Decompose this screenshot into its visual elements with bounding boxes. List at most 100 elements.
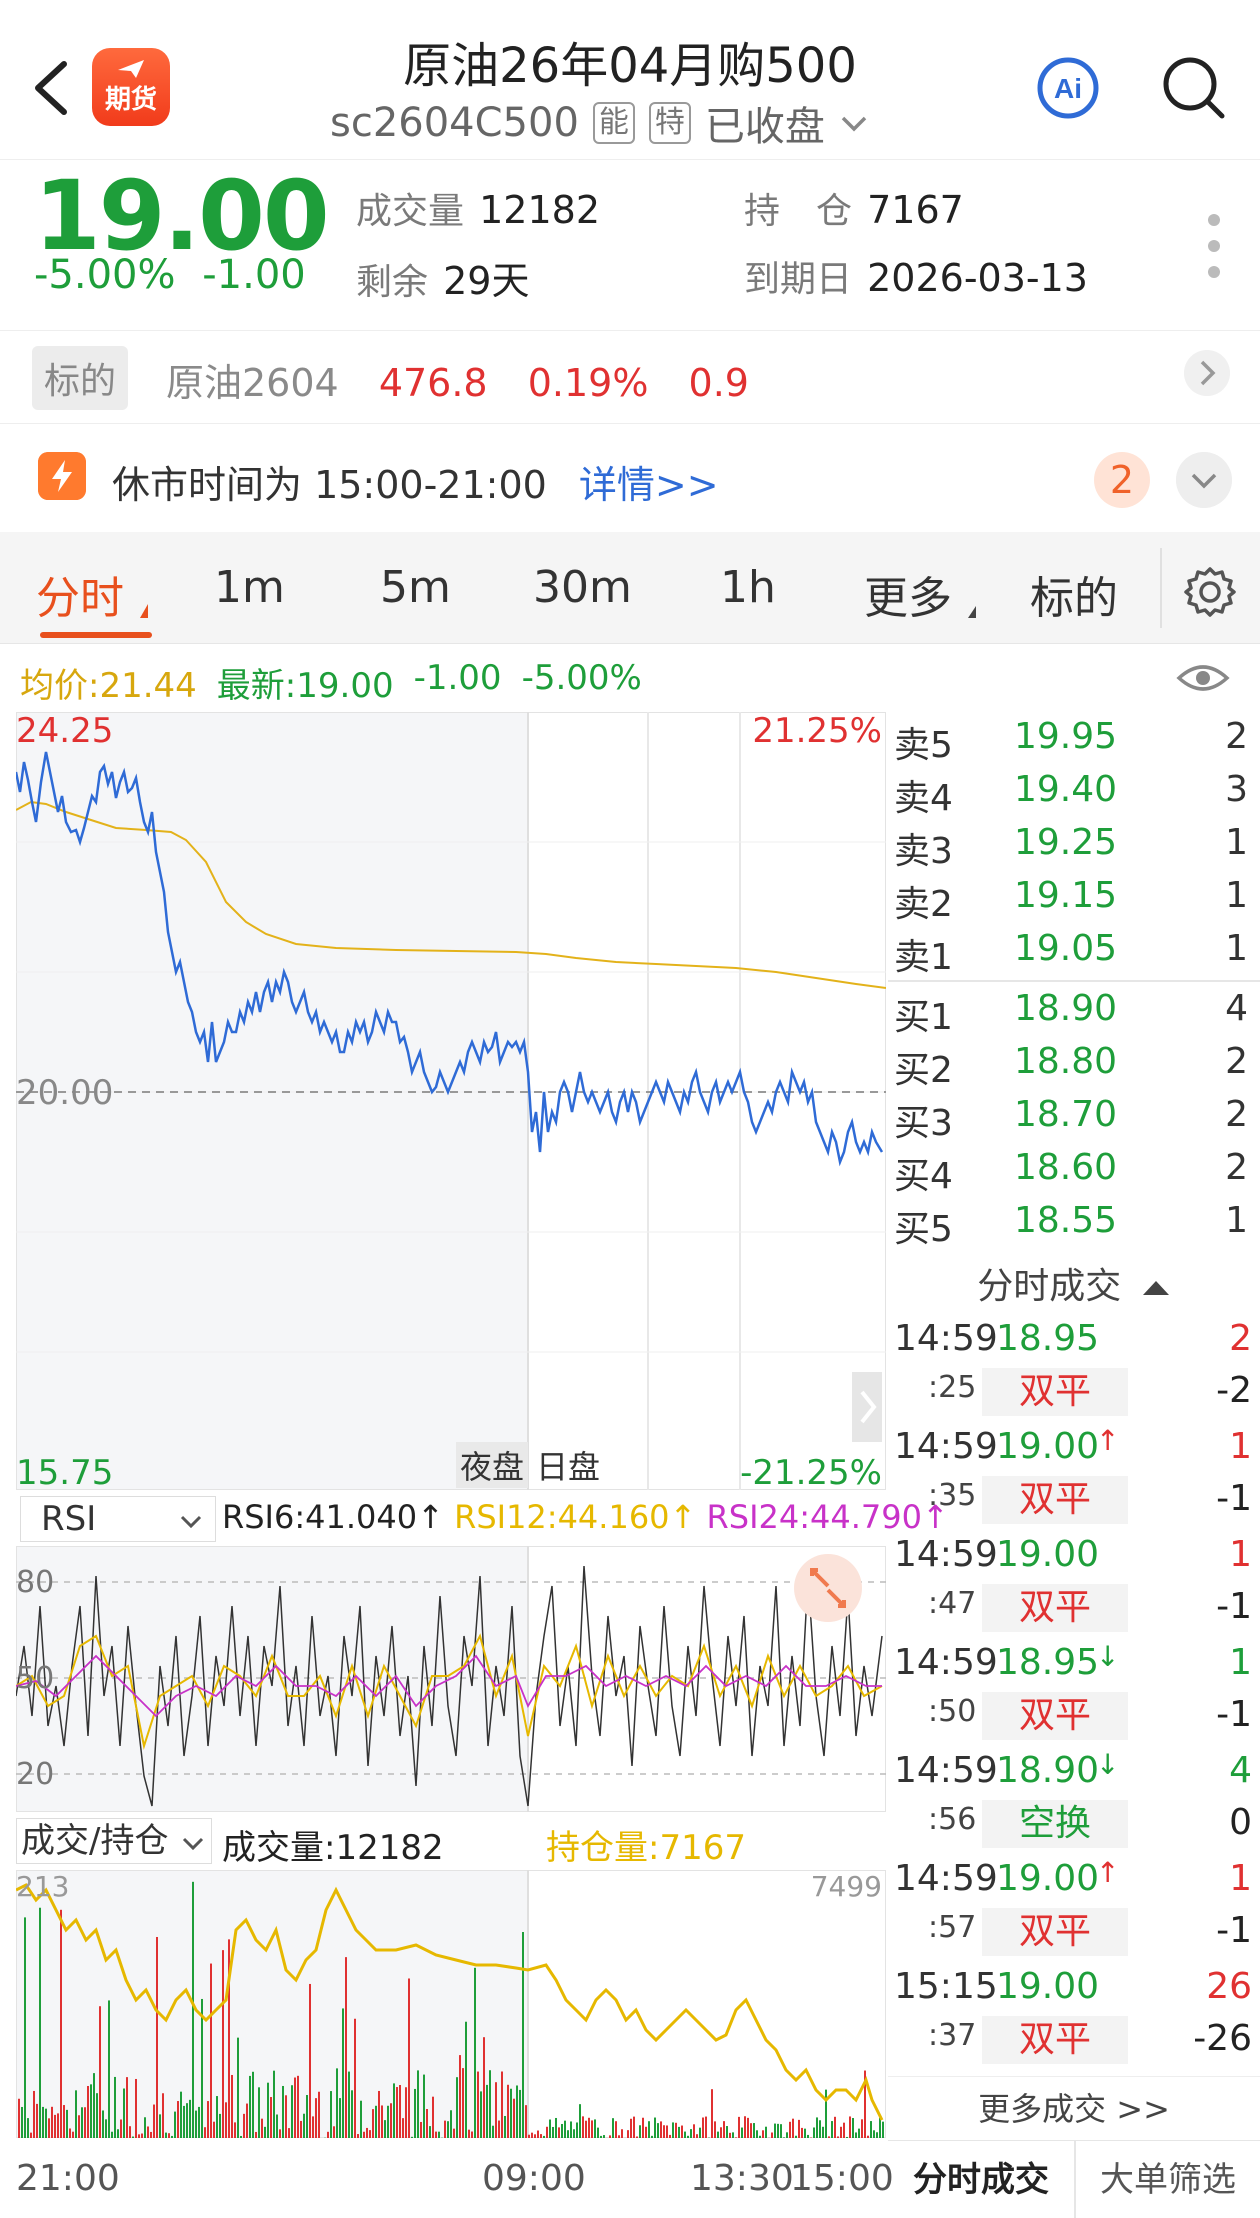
volume-bar (108, 2000, 110, 2138)
back-arrow-icon[interactable] (28, 56, 78, 120)
volume-oi-chart[interactable]: 213 7499 (16, 1870, 886, 2138)
volume-bar (291, 2085, 293, 2138)
oi-line (16, 1883, 884, 2121)
volume-bar (573, 2129, 575, 2138)
volume-bar (543, 2135, 545, 2138)
tick-row: 14:59:47 19.00 1 双平 -1 (888, 1534, 1260, 1640)
underlying-price: 476.8 (378, 361, 488, 405)
volume-bar (276, 2114, 278, 2138)
notice-count-badge: 2 (1094, 452, 1150, 508)
more-trades-link[interactable]: 更多成交 >> (888, 2076, 1260, 2140)
volume-bar (528, 2134, 530, 2138)
order-book-row[interactable]: 买3 18.70 2 (888, 1094, 1260, 1146)
order-book-price: 18.90 (1014, 988, 1118, 1029)
volume-bar (558, 2127, 560, 2138)
rsi-chart[interactable]: 80 50 20 (16, 1546, 886, 1812)
tick-oi-change: -1 (1216, 1478, 1252, 1519)
volume-bar (465, 2021, 467, 2138)
tick-row: 15:15:37 19.00 26 双平 -26 (888, 1966, 1260, 2072)
tab-underlying[interactable]: 标的 (1030, 573, 1118, 624)
volume-bar (306, 2095, 308, 2138)
volume-bar (801, 2127, 803, 2138)
tick-trade-type: 双平 (982, 2016, 1128, 2064)
active-tab-indicator (40, 632, 152, 638)
contract-subtitle[interactable]: sc2604C500 能 特 已收盘 (330, 94, 930, 152)
volume-bar (417, 2070, 419, 2138)
volume-bar (876, 2132, 878, 2138)
order-book-row[interactable]: 买4 18.60 2 (888, 1147, 1260, 1199)
underlying-row[interactable] (0, 330, 1260, 424)
volume-oi-selector[interactable]: 成交/持仓 (16, 1818, 212, 1864)
tick-trade-type: 空换 (982, 1800, 1128, 1848)
tab-more[interactable]: 更多 (864, 573, 952, 624)
volume-bar (126, 2077, 128, 2138)
volume-bar (234, 2122, 236, 2138)
volume-bar (693, 2124, 695, 2138)
rsi12-line (16, 1633, 883, 1750)
order-book-row[interactable]: 买2 18.80 2 (888, 1041, 1260, 1093)
fullscreen-toggle[interactable] (794, 1554, 862, 1622)
volume-bar (231, 2074, 233, 2138)
order-book-row[interactable]: 卖4 19.40 3 (888, 769, 1260, 821)
tick-row: 14:59:50 18.95 ↓ 1 双平 -1 (888, 1640, 1260, 1748)
gear-icon[interactable] (1184, 566, 1236, 618)
chevron-down-icon[interactable] (1176, 452, 1232, 508)
order-book-price: 18.70 (1014, 1094, 1118, 1135)
volume-bar (150, 2131, 152, 2138)
volume-bar (450, 2110, 452, 2138)
volume-bar (144, 2117, 146, 2138)
volume-bar (828, 2136, 830, 2138)
tab-5m[interactable]: 5m (380, 562, 451, 613)
volume-bar (351, 2090, 353, 2138)
chevron-right-icon[interactable] (1184, 350, 1230, 396)
order-book-row[interactable]: 卖1 19.05 1 (888, 928, 1260, 980)
volume-bar (429, 2126, 431, 2138)
underlying-quote: 原油2604 476.8 0.19% 0.9 (166, 352, 749, 407)
order-book-row[interactable]: 卖5 19.95 2 (888, 716, 1260, 768)
tick-trade-type: 双平 (982, 1908, 1128, 1956)
notice-details-link[interactable]: 详情>> (578, 463, 719, 507)
order-book-label: 买4 (894, 1156, 953, 1197)
energy-tag: 能 (592, 102, 635, 144)
volume-bar (111, 2131, 113, 2138)
volume-bar (729, 2132, 731, 2138)
tab-intraday[interactable]: 分时 (36, 573, 124, 624)
volume-bar (492, 2125, 494, 2138)
tab-tick-trades[interactable]: 分时成交 (913, 2160, 1049, 2200)
order-book-row[interactable]: 卖2 19.15 1 (888, 875, 1260, 927)
volume-bar (642, 2117, 644, 2138)
search-icon[interactable] (1160, 54, 1228, 122)
rsi-level-50: 50 (16, 1661, 54, 1696)
volume-bar (639, 2125, 641, 2138)
order-book-row[interactable]: 卖3 19.25 1 (888, 822, 1260, 874)
chevron-down-icon[interactable] (839, 108, 869, 138)
volume-bar (198, 2106, 200, 2138)
tab-1m[interactable]: 1m (214, 562, 285, 613)
tab-large-order-filter[interactable]: 大单筛选 (1100, 2160, 1236, 2200)
expand-icon (810, 1568, 846, 1608)
intraday-price-chart[interactable]: 24.25 20.00 15.75 21.25% -21.25% 夜盘 日盘 (16, 712, 886, 1490)
tab-1h[interactable]: 1h (720, 562, 776, 613)
tick-time: 14:59 (894, 1318, 998, 1359)
volume-bar (567, 2130, 569, 2138)
more-vertical-icon[interactable] (1204, 210, 1224, 282)
expiry-stat: 到期日 2026-03-13 (744, 250, 1088, 302)
volume-bar (438, 2131, 440, 2138)
ai-assistant-icon[interactable]: Ai (1036, 56, 1100, 120)
order-book-row[interactable]: 买5 18.55 1 (888, 1200, 1260, 1252)
volume-bar (375, 2105, 377, 2138)
day-session-label[interactable]: 日盘 (536, 1448, 600, 1486)
notice-text-row: 休市时间为 15:00-21:00 详情>> (112, 454, 719, 509)
rsi-selector[interactable]: RSI (20, 1496, 216, 1542)
volume-bar (534, 2134, 536, 2138)
tick-trades-header[interactable]: 分时成交 (888, 1256, 1260, 1318)
volume-bar (480, 2091, 482, 2138)
tab-30m[interactable]: 30m (533, 562, 632, 613)
night-session-chip[interactable] (456, 1442, 528, 1488)
volume-bar (672, 2122, 674, 2138)
chart-expand-handle[interactable] (852, 1372, 882, 1442)
volume-bar (696, 2134, 698, 2138)
order-book-row[interactable]: 买1 18.90 4 (888, 988, 1260, 1040)
remaining-label: 剩余 (356, 262, 429, 303)
eye-icon[interactable] (1176, 660, 1230, 696)
